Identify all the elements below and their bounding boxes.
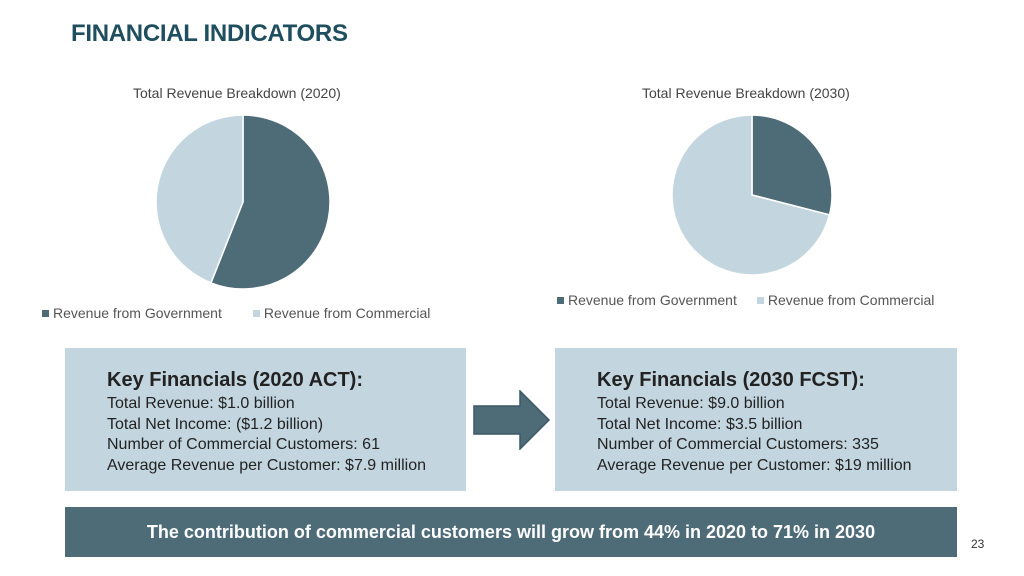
pie-chart-2030 [671,114,833,276]
legend-item-government-2020: Revenue from Government [42,305,222,321]
legend-swatch-government [42,309,49,317]
financials-2030-line: Number of Commercial Customers: 335 [597,436,879,453]
summary-banner: The contribution of commercial customers… [65,507,957,557]
pie-chart-2020 [155,114,331,290]
pie-slice-commercial-2020 [155,114,244,284]
page-number: 23 [971,537,985,551]
financials-2030-line: Total Revenue: $9.0 billion [597,395,785,412]
right-arrow-icon [473,390,551,450]
financials-2020-line: Total Net Income: ($1.2 billion) [107,415,324,433]
legend-swatch-commercial [252,309,260,317]
page-title: FINANCIAL INDICATORS [71,20,348,47]
pie-slice-government-2030 [751,114,833,216]
pie-slice-government-2020 [209,114,331,290]
legend-label-government: Revenue from Government [53,305,222,321]
financials-2020-line: Total Revenue: $1.0 billion [107,395,295,412]
legend-label-commercial: Revenue from Commercial [767,292,935,308]
legend-label-government: Revenue from Government [568,292,737,308]
legend-2020: Revenue from Government Revenue from Com… [42,305,430,321]
financials-2030-line: Total Net Income: $3.5 billion [597,415,803,433]
financials-2020-text: Key Financials (2020 ACT): Total Revenue… [107,367,426,476]
pie-slice-commercial-2030 [671,114,831,276]
legend-swatch-commercial [756,296,764,304]
chart-title-2030: Total Revenue Breakdown (2030) [642,85,850,101]
financials-2020-line: Number of Commercial Customers: 61 [107,436,380,453]
chart-title-2020: Total Revenue Breakdown (2020) [133,85,341,101]
legend-item-government-2030: Revenue from Government [557,292,737,308]
legend-item-commercial-2020: Revenue from Commercial [252,305,431,321]
financials-2030-line: Average Revenue per Customer: $19 millio… [597,456,912,474]
financials-2030-box [555,348,957,491]
legend-2030: Revenue from Government Revenue from Com… [557,292,934,308]
legend-swatch-government [557,296,564,304]
financials-2020-box [65,348,466,491]
legend-label-commercial: Revenue from Commercial [263,305,431,321]
financials-2030-heading: Key Financials (2030 FCST): [597,369,865,391]
financials-2020-line: Average Revenue per Customer: $7.9 milli… [107,456,426,474]
financials-2020-heading: Key Financials (2020 ACT): [107,369,364,391]
financials-2030-text: Key Financials (2030 FCST): Total Revenu… [597,367,912,476]
legend-item-commercial-2030: Revenue from Commercial [756,292,935,308]
